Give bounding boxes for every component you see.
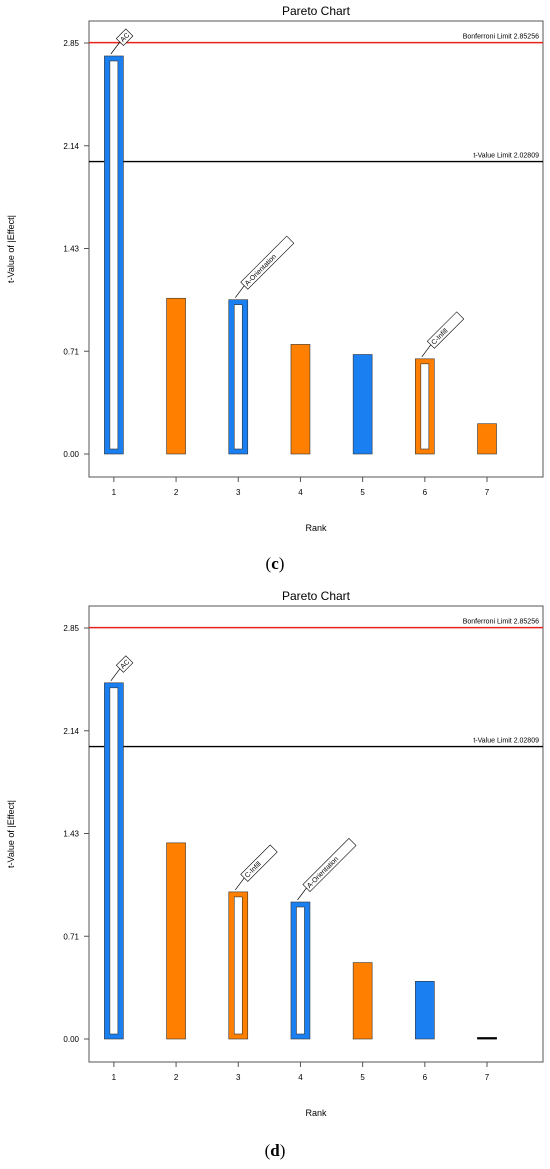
y-tick-label: 0.00 [63,1035,79,1044]
y-axis-label: t-Value of |Effect| [6,800,16,868]
x-tick-label: 3 [236,488,241,497]
x-axis-label: Rank [305,523,327,533]
x-tick-label: 2 [174,488,179,497]
x-tick-label: 7 [485,488,490,497]
chart-title: Pareto Chart [282,4,351,18]
y-tick-label: 2.14 [63,142,79,151]
bar-label-leader [110,41,121,55]
figure-caption-d: (d) [264,1141,286,1160]
bar [477,423,497,455]
y-tick-label: 0.71 [63,932,79,941]
bar-label: A-Orientation [306,856,340,890]
x-tick-label: 6 [423,488,428,497]
x-tick-label: 2 [174,1073,179,1082]
plot-frame [88,20,544,478]
bar [477,1037,497,1040]
reference-line-label: t-Value Limit 2.02809 [473,153,539,160]
bar-label-leader [297,887,307,901]
bar [415,981,435,1040]
y-tick-label: 1.43 [63,830,79,839]
bar-label-box [302,838,357,892]
bar [352,354,373,455]
x-tick-label: 4 [298,1073,303,1082]
bar-label-box [115,28,134,46]
pareto-chart-panel-d: Pareto Chart 0.00 0.71 1.43 2.14 2.85 t-Value … [0,585,550,1169]
x-tick-label: 6 [423,1073,428,1082]
bar-label-group: A-Orientation [240,235,295,290]
y-tick-label: 1.43 [63,245,79,254]
x-tick-label: 4 [298,488,303,497]
y-tick-label: 2.85 [63,624,79,633]
bar-label-leader [110,668,121,682]
bar-inner-outline [233,896,243,1035]
x-tick-label: 5 [360,1073,365,1082]
bar-label-group: C-Infill [240,844,278,882]
reference-line-label: Bonferroni Limit 2.85256 [463,34,539,41]
y-tick-label: 0.00 [63,450,79,459]
x-tick-label: 1 [112,1073,117,1082]
pareto-chart-c: Pareto Chart 0.00 0.71 1.43 2.14 2.85 t-Value … [6,4,544,533]
bar-label-box [240,844,278,882]
bar-label: AC [120,32,132,44]
bar [166,297,186,455]
chart-title: Pareto Chart [282,589,351,603]
bar-label-group: C-Infill [426,311,465,349]
bar-label-group: AC [115,655,134,673]
bar-label-group: A-Orientation [302,838,357,892]
x-tick-label: 5 [360,488,365,497]
y-tick-label: 2.85 [63,39,79,48]
bar-label-leader [421,344,432,358]
bar-inner-outline [233,304,243,450]
bar-label-leader [234,285,245,298]
reference-line-label: Bonferroni Limit 2.85256 [463,619,539,626]
x-axis-label: Rank [305,1108,327,1118]
x-tick-label: 3 [236,1073,241,1082]
bar-inner-outline [296,906,305,1035]
reference-line-label: t-Value Limit 2.02809 [473,738,539,745]
bar-inner-outline [109,687,119,1035]
bar-label-box [115,655,134,673]
bar-label-group: AC [115,28,134,46]
bar-inner-outline [420,363,430,450]
pareto-chart-panel-c: Pareto Chart 0.00 0.71 1.43 2.14 2.85 t-Value … [6,4,544,573]
bar-label: A-Orientation [244,253,278,287]
x-tick-label: 1 [112,488,117,497]
pareto-chart-d: Pareto Chart 0.00 0.71 1.43 2.14 2.85 t-Value … [6,589,544,1118]
bar-label-box [240,235,295,290]
x-tick-label: 7 [485,1073,490,1082]
bar-label-leader [234,877,245,891]
bar-label-box [426,311,465,349]
figure-caption-c: (c) [265,554,285,573]
y-tick-label: 2.14 [63,727,79,736]
bar [166,842,186,1040]
bar-inner-outline [109,60,119,450]
bar [352,962,373,1040]
bar-label: AC [120,659,132,671]
y-tick-label: 0.71 [63,347,79,356]
y-axis-label: t-Value of |Effect| [6,215,16,283]
plot-frame [88,605,544,1063]
bar [290,344,311,455]
